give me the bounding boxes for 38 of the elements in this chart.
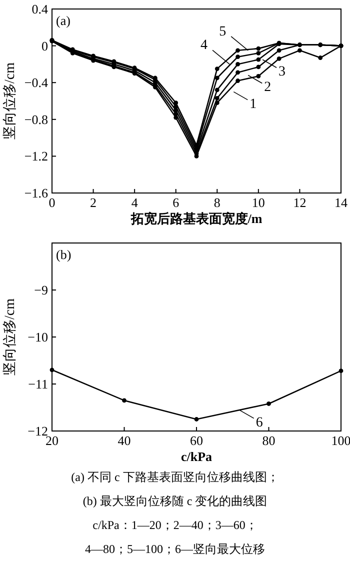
text: 4—80；5—100；6—竖向最大位移 [85, 542, 265, 556]
chart-title: (a) [56, 13, 70, 28]
annotation: 3 [278, 64, 286, 80]
x-tick-label: 20 [46, 433, 58, 448]
y-tick-label: −1.2 [24, 148, 48, 164]
text: (a) 不同 c 下路基表面竖向位移曲线图； [71, 470, 279, 484]
y-tick-label: 0.4 [32, 2, 48, 16]
x-tick-label: 12 [293, 195, 306, 210]
annotation: 1 [250, 96, 257, 112]
x-tick-label: 4 [131, 195, 138, 210]
x-tick-label: 6 [172, 195, 180, 210]
x-axis-title: 拓宽后路基表面宽度/m [130, 211, 262, 226]
x-tick-label: 10 [252, 195, 265, 210]
annotation: 6 [256, 415, 263, 430]
x-tick-label: 8 [214, 195, 220, 210]
annotation: 4 [200, 38, 208, 54]
y-tick-label: −1.6 [24, 186, 48, 200]
x-tick-label: 100 [331, 433, 350, 448]
x-tick-label: 2 [90, 195, 97, 210]
y-tick-label: −9 [34, 282, 48, 298]
annotation: 2 [264, 80, 272, 96]
y-tick-label: −0.4 [24, 75, 48, 90]
text: (b) 最大竖向位移随 c 变化的曲线图 [82, 494, 268, 508]
y-tick-label: −0.8 [24, 112, 48, 127]
y-tick-label: −10 [28, 330, 48, 344]
text: c/kPa：1—20；2—40；3—60； [92, 518, 258, 532]
x-tick-label: 40 [118, 433, 131, 448]
x-tick-label: 14 [334, 195, 348, 210]
x-tick-label: 60 [190, 433, 203, 448]
annotation: 5 [219, 24, 226, 40]
y-tick-label: 0 [42, 38, 48, 54]
chart-title: (b) [56, 247, 72, 262]
y-axis-title: 竖向位移/cm [2, 298, 18, 376]
y-axis-title: 竖向位移/cm [2, 62, 18, 140]
x-axis-title: c/kPa [180, 449, 213, 464]
x-tick-label: 80 [262, 433, 276, 448]
y-tick-label: −12 [28, 424, 48, 438]
y-tick-label: −11 [28, 376, 48, 392]
